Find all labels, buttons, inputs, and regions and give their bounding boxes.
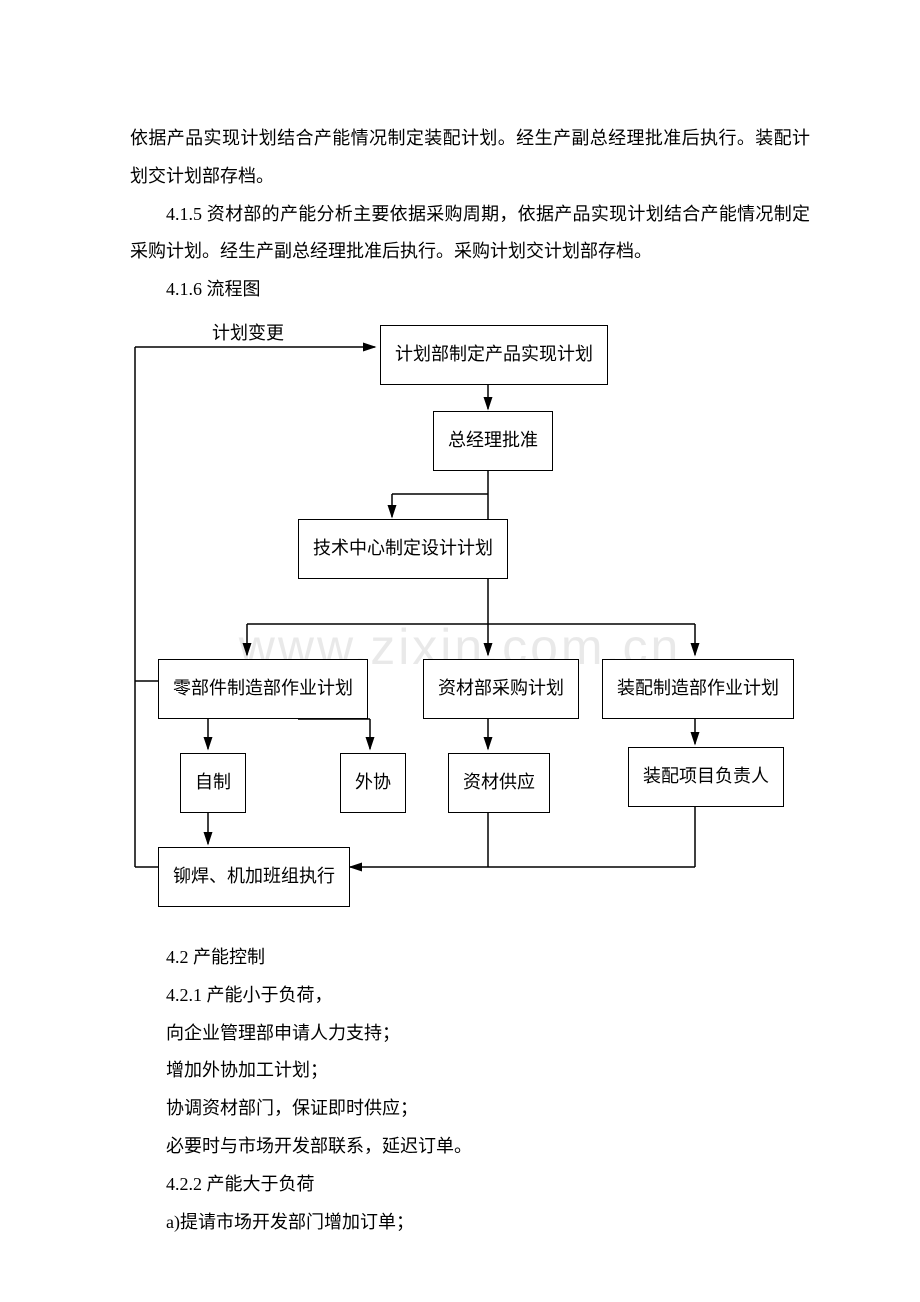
paragraph-7: 增加外协加工计划； — [130, 1052, 810, 1090]
flowchart-label-change: 计划变更 — [212, 315, 284, 353]
flowchart-diagram: 计划变更 计划部制定产品实现计划 总经理批准 技术中心制定设计计划 零部件制造部… — [130, 319, 790, 919]
flowchart-node-gm-approve: 总经理批准 — [433, 411, 553, 471]
flowchart-node-assembly-lead: 装配项目负责人 — [628, 747, 784, 807]
flowchart-node-parts-mfg: 零部件制造部作业计划 — [158, 659, 368, 719]
flowchart-node-material-supply: 资材供应 — [448, 753, 550, 813]
paragraph-1: 依据产品实现计划结合产能情况制定装配计划。经生产副总经理批准后执行。装配计划交计… — [130, 120, 810, 196]
flowchart-node-selfmade: 自制 — [180, 753, 246, 813]
paragraph-5: 4.2.1 产能小于负荷， — [130, 977, 810, 1015]
document-content: 依据产品实现计划结合产能情况制定装配计划。经生产副总经理批准后执行。装配计划交计… — [0, 0, 920, 1241]
paragraph-2: 4.1.5 资材部的产能分析主要依据采购周期，依据产品实现计划结合产能情况制定采… — [130, 196, 810, 272]
paragraph-3: 4.1.6 流程图 — [130, 271, 810, 309]
flowchart-node-plan-dept: 计划部制定产品实现计划 — [380, 325, 608, 385]
paragraph-6: 向企业管理部申请人力支持； — [130, 1015, 810, 1053]
flowchart-node-material-plan: 资材部采购计划 — [423, 659, 579, 719]
paragraph-11: a)提请市场开发部门增加订单； — [130, 1204, 810, 1242]
flowchart-connectors — [130, 319, 790, 919]
flowchart-node-workshop-exec: 铆焊、机加班组执行 — [158, 847, 350, 907]
paragraph-8: 协调资材部门，保证即时供应； — [130, 1090, 810, 1128]
paragraph-4: 4.2 产能控制 — [130, 939, 810, 977]
paragraph-9: 必要时与市场开发部联系，延迟订单。 — [130, 1128, 810, 1166]
paragraph-10: 4.2.2 产能大于负荷 — [130, 1166, 810, 1204]
flowchart-node-tech-center: 技术中心制定设计计划 — [298, 519, 508, 579]
flowchart-node-assembly-plan: 装配制造部作业计划 — [602, 659, 794, 719]
flowchart-node-outsource: 外协 — [340, 753, 406, 813]
